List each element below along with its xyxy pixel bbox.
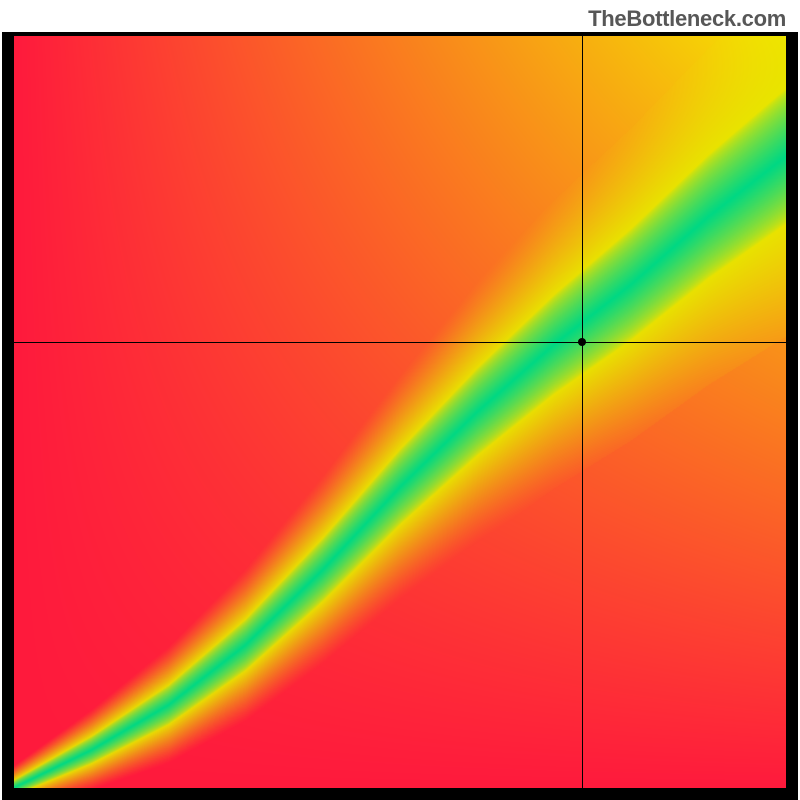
plot-frame-left xyxy=(2,32,14,788)
heatmap-plot xyxy=(14,36,786,788)
watermark-text: TheBottleneck.com xyxy=(588,6,786,32)
heatmap-canvas xyxy=(14,36,786,788)
crosshair-vertical xyxy=(582,36,583,788)
plot-frame-right xyxy=(786,32,798,788)
plot-frame-bottom xyxy=(2,788,798,800)
crosshair-horizontal xyxy=(14,342,786,343)
crosshair-marker xyxy=(578,338,586,346)
